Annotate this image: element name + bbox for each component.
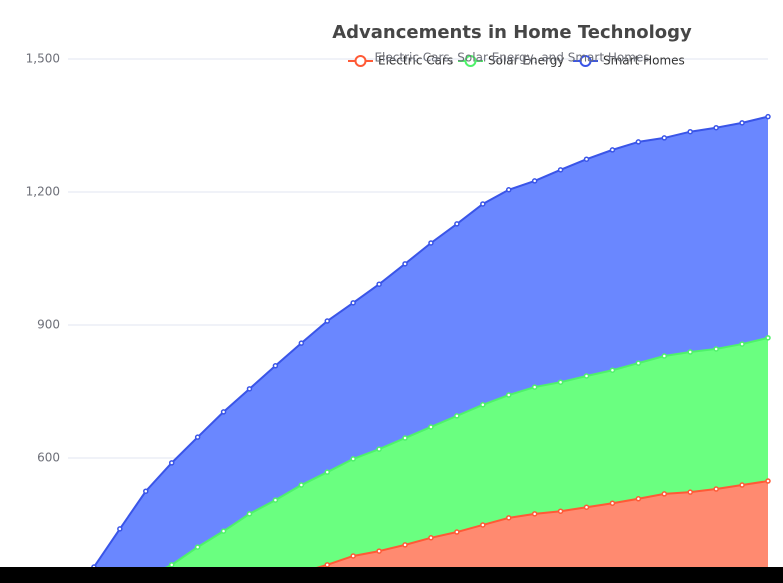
point bbox=[454, 221, 460, 227]
point bbox=[583, 373, 590, 379]
point bbox=[272, 363, 279, 369]
point bbox=[557, 379, 564, 385]
legend-marker bbox=[579, 55, 592, 67]
point bbox=[583, 504, 590, 510]
point bbox=[661, 135, 668, 141]
point bbox=[765, 113, 771, 120]
point bbox=[428, 535, 434, 541]
point bbox=[505, 392, 512, 398]
point bbox=[531, 178, 538, 184]
point bbox=[713, 124, 719, 131]
point bbox=[635, 360, 642, 366]
point bbox=[713, 486, 719, 492]
point bbox=[402, 261, 408, 267]
area bbox=[167, 337, 768, 567]
legend-label: Smart Homes bbox=[603, 54, 685, 68]
point bbox=[739, 341, 745, 347]
line bbox=[316, 480, 769, 567]
point bbox=[168, 562, 175, 567]
bottom-bar bbox=[0, 567, 783, 583]
point bbox=[739, 482, 745, 488]
point bbox=[402, 435, 408, 441]
point bbox=[713, 346, 719, 352]
point bbox=[765, 478, 771, 484]
point bbox=[687, 128, 693, 135]
point bbox=[557, 508, 564, 514]
point bbox=[117, 526, 123, 532]
point bbox=[505, 515, 512, 521]
y-tick-label: 600 bbox=[37, 451, 60, 465]
point bbox=[454, 529, 460, 535]
point bbox=[376, 548, 382, 554]
point bbox=[376, 446, 382, 452]
point bbox=[687, 489, 693, 495]
point bbox=[739, 120, 745, 126]
point bbox=[350, 553, 356, 559]
point bbox=[402, 542, 408, 548]
point bbox=[480, 402, 486, 408]
point bbox=[246, 511, 253, 517]
point bbox=[531, 384, 538, 390]
point bbox=[609, 147, 616, 153]
legend-marker bbox=[354, 55, 367, 67]
point bbox=[428, 424, 434, 430]
point bbox=[635, 496, 642, 502]
legend-label: Solar Energy bbox=[488, 54, 564, 68]
point bbox=[428, 240, 434, 246]
point bbox=[480, 522, 486, 528]
point bbox=[168, 460, 175, 466]
point bbox=[376, 281, 382, 287]
point bbox=[298, 482, 305, 488]
point bbox=[531, 511, 538, 517]
point bbox=[687, 349, 693, 355]
point bbox=[635, 139, 642, 145]
y-tick-label: 1,500 bbox=[26, 52, 60, 66]
y-tick-label: 900 bbox=[37, 318, 60, 332]
legend-marker bbox=[464, 55, 477, 67]
point bbox=[480, 201, 486, 207]
point bbox=[194, 544, 201, 550]
point bbox=[220, 409, 227, 415]
point bbox=[350, 300, 356, 306]
point bbox=[194, 434, 201, 440]
line bbox=[92, 115, 769, 567]
point bbox=[661, 353, 668, 359]
point bbox=[583, 156, 590, 162]
y-tick-label: 1,200 bbox=[26, 185, 60, 199]
point bbox=[220, 528, 227, 534]
point bbox=[324, 318, 331, 324]
line bbox=[165, 336, 769, 567]
point bbox=[246, 386, 253, 392]
area bbox=[319, 481, 768, 567]
point bbox=[557, 167, 564, 173]
point bbox=[505, 187, 512, 193]
legend-label: Electric Cars bbox=[378, 54, 453, 68]
point bbox=[91, 564, 97, 567]
legend: Electric Cars Solar Energy Smart Homes bbox=[348, 54, 685, 68]
point bbox=[143, 488, 149, 494]
point bbox=[298, 340, 305, 346]
point bbox=[609, 367, 616, 373]
point bbox=[272, 497, 279, 503]
point bbox=[661, 491, 668, 497]
point bbox=[350, 456, 356, 462]
plot-area bbox=[68, 58, 771, 567]
point bbox=[454, 413, 460, 419]
point bbox=[324, 562, 331, 567]
chart-title: Advancements in Home Technology bbox=[332, 22, 692, 43]
point bbox=[765, 335, 771, 341]
point bbox=[609, 500, 616, 506]
chart-subtitle: Electric Cars, Solar Energy, and Smart H… bbox=[374, 51, 649, 65]
area bbox=[93, 116, 768, 567]
point bbox=[324, 469, 331, 475]
